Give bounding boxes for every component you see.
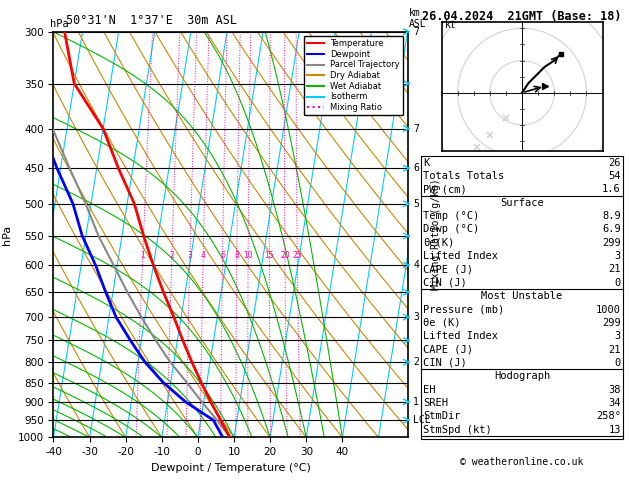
Text: © weatheronline.co.uk: © weatheronline.co.uk [460,456,584,467]
Text: 3: 3 [615,251,621,261]
Text: SREH: SREH [423,398,448,408]
Text: km
ASL: km ASL [409,8,426,29]
Text: 3: 3 [187,251,192,260]
Text: CIN (J): CIN (J) [423,278,467,288]
Text: CIN (J): CIN (J) [423,358,467,368]
Text: Lifted Index: Lifted Index [423,251,498,261]
Text: Dewp (°C): Dewp (°C) [423,225,479,234]
Text: EH: EH [423,385,436,395]
Text: 299: 299 [602,318,621,328]
Text: 3: 3 [615,331,621,341]
Text: 13: 13 [608,425,621,435]
Text: 38: 38 [608,385,621,395]
Text: 0: 0 [615,278,621,288]
Text: 50°31'N  1°37'E  30m ASL: 50°31'N 1°37'E 30m ASL [66,14,237,27]
Text: 10: 10 [243,251,253,260]
Text: 7: 7 [413,27,419,36]
Text: 299: 299 [602,238,621,248]
Text: 1: 1 [140,251,145,260]
Text: Surface: Surface [500,198,544,208]
Text: θe(K): θe(K) [423,238,455,248]
Text: 26: 26 [608,157,621,168]
Text: 6: 6 [413,163,419,173]
Text: 1000: 1000 [596,305,621,314]
Text: 26.04.2024  21GMT (Base: 18): 26.04.2024 21GMT (Base: 18) [422,10,622,23]
Text: 34: 34 [608,398,621,408]
Text: 4: 4 [201,251,206,260]
Legend: Temperature, Dewpoint, Parcel Trajectory, Dry Adiabat, Wet Adiabat, Isotherm, Mi: Temperature, Dewpoint, Parcel Trajectory… [304,36,403,115]
Text: Temp (°C): Temp (°C) [423,211,479,221]
Text: StmSpd (kt): StmSpd (kt) [423,425,492,435]
Text: CAPE (J): CAPE (J) [423,345,473,355]
Text: 2: 2 [169,251,174,260]
Text: 5: 5 [413,199,419,209]
Text: 15: 15 [265,251,274,260]
Text: 7: 7 [413,123,419,134]
Text: Mixing Ratio (g/kg): Mixing Ratio (g/kg) [431,179,441,290]
Text: kt: kt [445,20,457,30]
Text: 8: 8 [235,251,239,260]
Text: K: K [423,157,430,168]
Text: 54: 54 [608,171,621,181]
Text: 25: 25 [292,251,302,260]
Text: θe (K): θe (K) [423,318,461,328]
Text: Lifted Index: Lifted Index [423,331,498,341]
Text: PW (cm): PW (cm) [423,184,467,194]
Text: 3: 3 [413,312,419,322]
Text: CAPE (J): CAPE (J) [423,264,473,275]
Text: 21: 21 [608,264,621,275]
Text: 21: 21 [608,345,621,355]
X-axis label: Dewpoint / Temperature (°C): Dewpoint / Temperature (°C) [150,463,311,473]
Y-axis label: hPa: hPa [2,225,12,244]
Text: LCL: LCL [413,415,431,425]
Text: Hodograph: Hodograph [494,371,550,382]
Text: 20: 20 [280,251,290,260]
Text: 0: 0 [615,358,621,368]
Text: 1.6: 1.6 [602,184,621,194]
Text: 6: 6 [220,251,225,260]
Text: 258°: 258° [596,412,621,421]
Text: 6.9: 6.9 [602,225,621,234]
Text: 1: 1 [413,397,419,407]
Text: Totals Totals: Totals Totals [423,171,504,181]
Text: Most Unstable: Most Unstable [481,291,563,301]
Text: 8.9: 8.9 [602,211,621,221]
Text: 4: 4 [413,260,419,270]
Text: hPa: hPa [50,19,69,29]
Text: StmDir: StmDir [423,412,461,421]
Text: 2: 2 [413,357,419,367]
Text: Pressure (mb): Pressure (mb) [423,305,504,314]
